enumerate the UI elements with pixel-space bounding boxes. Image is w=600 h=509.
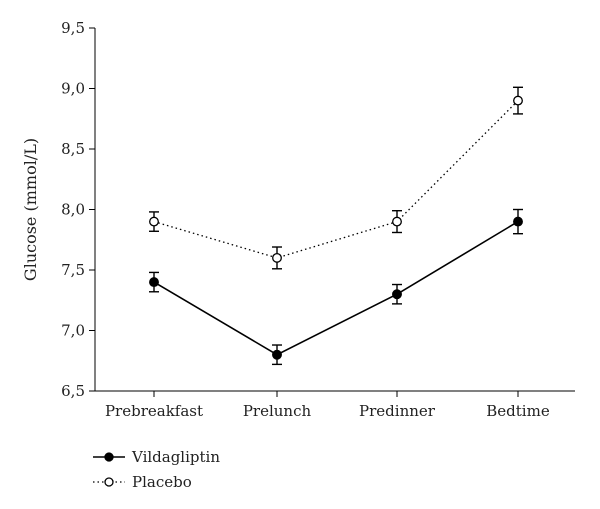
y-axis: 6,5 7,0 7,5 8,0 8,5 9,0 9,5 — [61, 19, 96, 400]
x-tick-label: Prelunch — [243, 402, 312, 420]
data-point — [149, 277, 159, 288]
x-tick-label: Predinner — [359, 402, 436, 420]
x-tick-label: Prebreakfast — [105, 402, 203, 420]
data-point — [149, 216, 159, 227]
y-tick-label: 9,0 — [61, 80, 85, 98]
series-line — [153, 220, 519, 356]
legend-marker-vildagliptin — [104, 452, 114, 462]
data-point — [272, 252, 282, 263]
plot-area — [149, 86, 523, 366]
data-point — [272, 349, 282, 360]
data-point — [392, 289, 402, 300]
x-tick-label: Bedtime — [486, 402, 550, 420]
data-point — [513, 216, 523, 227]
y-tick-label: 8,0 — [61, 201, 85, 219]
y-tick-label: 6,5 — [61, 382, 85, 400]
series-vildagliptin — [149, 208, 523, 366]
y-tick-label: 9,5 — [61, 19, 85, 37]
y-tick-label: 7,0 — [61, 322, 85, 340]
data-point — [392, 216, 402, 227]
y-axis-title: Glucose (mmol/L) — [21, 138, 40, 281]
y-tick-label: 8,5 — [61, 140, 85, 158]
x-axis: Prebreakfast Prelunch Predinner Bedtime — [95, 390, 575, 420]
data-point — [513, 95, 523, 106]
y-tick-label: 7,5 — [61, 261, 85, 279]
legend: Vildagliptin Placebo — [93, 448, 220, 491]
legend-label-vildagliptin: Vildagliptin — [131, 448, 220, 466]
series-line — [153, 100, 519, 259]
series-placebo — [149, 86, 523, 270]
legend-marker-placebo — [104, 477, 114, 487]
legend-label-placebo: Placebo — [132, 473, 192, 491]
